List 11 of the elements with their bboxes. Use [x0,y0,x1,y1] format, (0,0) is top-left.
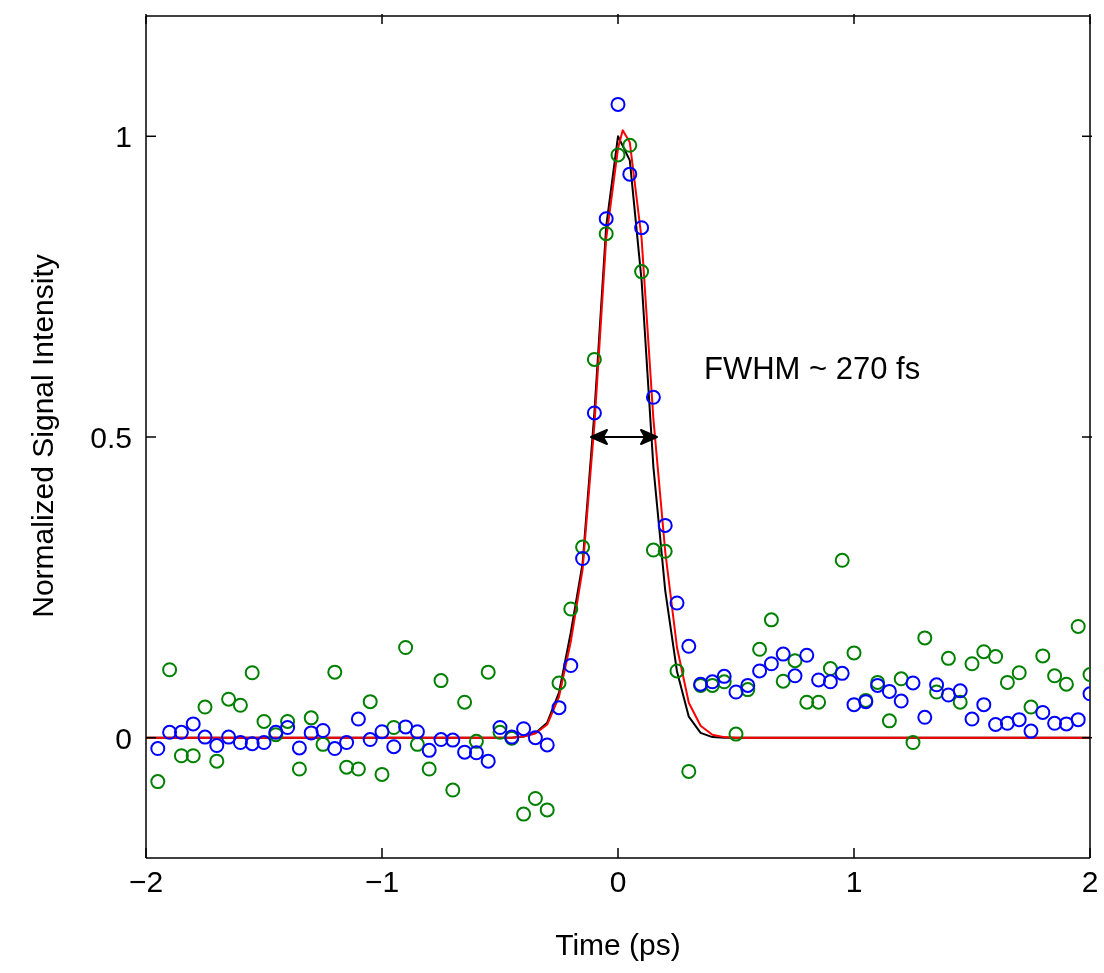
annotation: FWHM ~ 270 fs [704,351,921,386]
x-tick-label: −1 [364,865,400,898]
x-tick-label: 2 [1081,865,1099,898]
x-tick-label: 1 [845,865,863,898]
y-tick-label: 1 [115,120,132,154]
x-tick-label: −2 [128,865,164,898]
x-axis-title: Time (ps) [555,928,681,961]
x-tick-label: 0 [609,865,627,898]
y-axis-title: Normalized Signal Intensity [26,254,59,618]
y-tick-label: 0 [115,721,132,755]
y-tick-label: 0.5 [90,421,132,454]
